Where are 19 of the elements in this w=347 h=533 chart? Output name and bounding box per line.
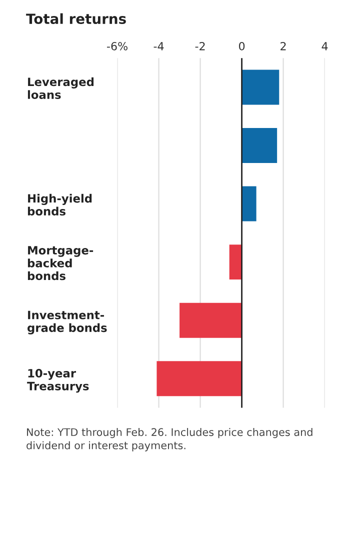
y-tick-label: Mortgage- backed bonds bbox=[28, 246, 94, 280]
y-tick-label: 10-year Treasurys bbox=[27, 368, 89, 393]
y-tick-label: Investment- grade bonds bbox=[28, 310, 107, 334]
y-tick-label: Leveraged loans bbox=[28, 77, 94, 100]
x-tick-label: -4 bbox=[154, 42, 164, 50]
bar bbox=[156, 361, 242, 396]
text: Note: YTD through Feb. 26. Includes price changes and dividend or interest payments. bbox=[26, 428, 312, 452]
bar bbox=[242, 128, 278, 163]
bar bbox=[242, 186, 256, 222]
y-tick-label: High-yield bonds bbox=[28, 194, 92, 216]
x-tick-label: -6% bbox=[107, 42, 128, 50]
chart-title: Total returns bbox=[26, 13, 126, 24]
bar bbox=[242, 70, 280, 105]
x-tick-label: 2 bbox=[280, 42, 286, 50]
x-tick-label: 4 bbox=[322, 42, 328, 50]
x-tick-label: -2 bbox=[195, 42, 205, 50]
x-tick-label: 0 bbox=[238, 42, 245, 50]
bar bbox=[180, 302, 242, 338]
bar bbox=[229, 244, 242, 280]
